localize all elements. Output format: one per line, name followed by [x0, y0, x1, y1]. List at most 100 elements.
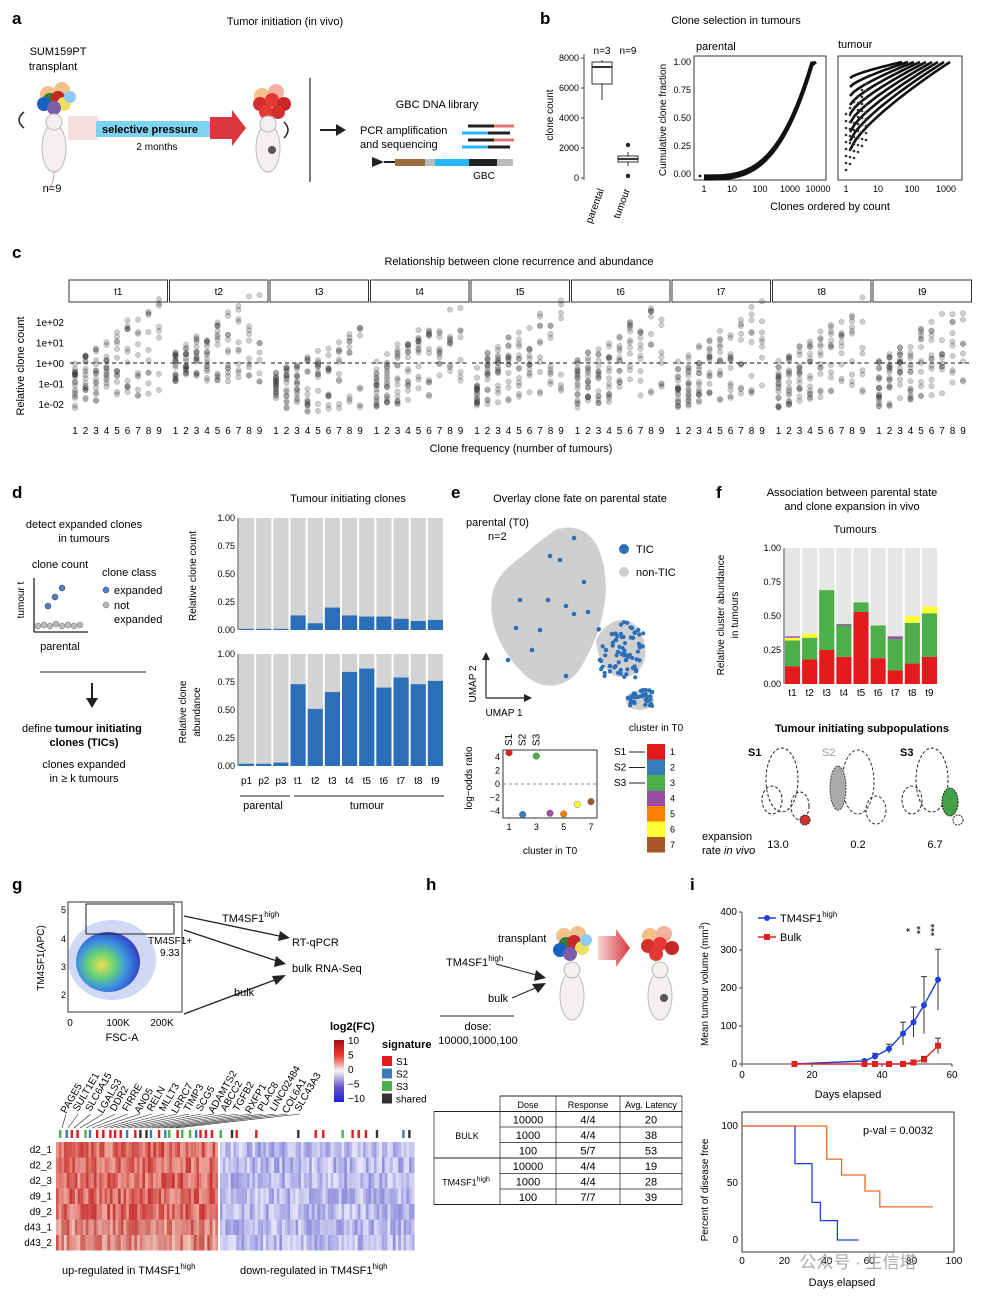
clone-point — [384, 379, 390, 386]
clone-point — [706, 338, 713, 345]
heat-cell — [330, 1173, 334, 1189]
cum-point — [698, 174, 702, 178]
heat-cell — [147, 1157, 151, 1173]
heat-cell — [371, 1219, 374, 1235]
heat-cell — [357, 1157, 361, 1173]
clone-point — [616, 384, 623, 390]
clone-point — [616, 343, 623, 349]
heat-cell — [333, 1204, 337, 1220]
facet-label: t3 — [315, 287, 324, 298]
heat-cell — [201, 1188, 205, 1204]
clone-point — [585, 394, 591, 401]
tic-dot — [616, 660, 621, 665]
clone-point — [627, 367, 633, 373]
clone-point — [304, 396, 311, 403]
bar-background — [256, 654, 272, 766]
heat-cell — [379, 1235, 383, 1251]
clone-point — [658, 381, 665, 388]
bar — [324, 692, 340, 766]
heat-cell — [153, 1235, 156, 1251]
panel-h: h transplant TM4SF1high bulk dose: 10000… — [426, 875, 683, 1205]
clone-point — [325, 367, 332, 374]
clone-point — [114, 346, 120, 352]
heat-cell — [69, 1173, 73, 1189]
sample-label: t7 — [397, 776, 406, 787]
heat-cell — [164, 1188, 167, 1204]
heat-cell — [290, 1235, 293, 1251]
clone-point — [616, 379, 623, 386]
heat-cell — [395, 1235, 399, 1251]
heat-cell — [252, 1204, 256, 1220]
cum-point — [864, 103, 868, 107]
tic-dot — [633, 692, 638, 697]
clone-point — [505, 334, 512, 341]
clone-point — [193, 349, 200, 356]
clone-point — [114, 354, 120, 361]
clone-point — [939, 310, 945, 317]
d-ylabel-top: Relative clone count — [188, 531, 199, 621]
heat-cell — [172, 1188, 175, 1204]
cum-point — [844, 147, 848, 151]
panel-e-title: Overlay clone fate on parental state — [493, 493, 667, 505]
volume-point — [910, 1059, 917, 1066]
bar-segment — [836, 624, 852, 626]
clone-point — [315, 371, 321, 378]
tic-dot — [612, 665, 617, 670]
clone-point — [183, 362, 189, 369]
volume-point — [886, 1045, 892, 1052]
clone-point — [72, 387, 78, 393]
clone-point — [283, 372, 290, 379]
clone-point — [346, 349, 353, 356]
clone-point — [918, 332, 924, 339]
clone-point — [606, 393, 612, 400]
tick-label: 7 — [135, 426, 141, 437]
heat-cell — [80, 1235, 84, 1251]
heat-cell — [344, 1204, 347, 1220]
n-label: n=9 — [43, 183, 62, 195]
heat-cell — [346, 1235, 350, 1251]
heat-cell — [322, 1157, 326, 1173]
tick-label: 0.25 — [217, 733, 235, 743]
heat-cell — [58, 1173, 62, 1189]
clone-point — [675, 396, 681, 403]
clone-point — [859, 350, 866, 357]
clone-point — [907, 361, 914, 368]
heat-cell — [263, 1188, 266, 1204]
tick-label: 7 — [839, 426, 845, 437]
heat-cell — [360, 1219, 364, 1235]
heat-cell — [355, 1235, 358, 1251]
clone-point — [918, 344, 924, 351]
heat-cell — [191, 1188, 194, 1204]
clone-point — [786, 401, 792, 407]
facet-label: t8 — [818, 287, 827, 298]
heat-cell — [346, 1142, 350, 1158]
heat-cell — [104, 1142, 108, 1158]
clone-point — [214, 319, 221, 326]
tick-label: 2 — [183, 426, 189, 437]
clone-point — [183, 349, 189, 356]
lor-point — [519, 811, 527, 819]
heat-cell — [325, 1173, 329, 1189]
bar — [359, 616, 375, 630]
heat-cell — [392, 1173, 396, 1189]
clone-point — [156, 370, 162, 377]
heat-cell — [128, 1235, 132, 1251]
heat-cell — [233, 1204, 237, 1220]
clone-point — [225, 373, 231, 380]
heat-cell — [409, 1173, 412, 1189]
clone-point — [394, 350, 401, 357]
clone-point — [145, 310, 152, 317]
signature-mark — [149, 1130, 153, 1138]
tick-label: 40 — [821, 1256, 833, 1267]
clone-point — [124, 345, 131, 352]
clone-point — [876, 392, 882, 398]
clone-point — [235, 361, 242, 367]
dose-label: dose: — [465, 1021, 492, 1033]
clone-point — [817, 394, 824, 401]
heat-cell — [134, 1173, 138, 1189]
heat-cell — [153, 1157, 156, 1173]
bar-segment — [921, 656, 937, 684]
cum-curve-parental — [704, 60, 815, 180]
clone-point — [304, 399, 311, 405]
clone-point — [474, 399, 480, 406]
